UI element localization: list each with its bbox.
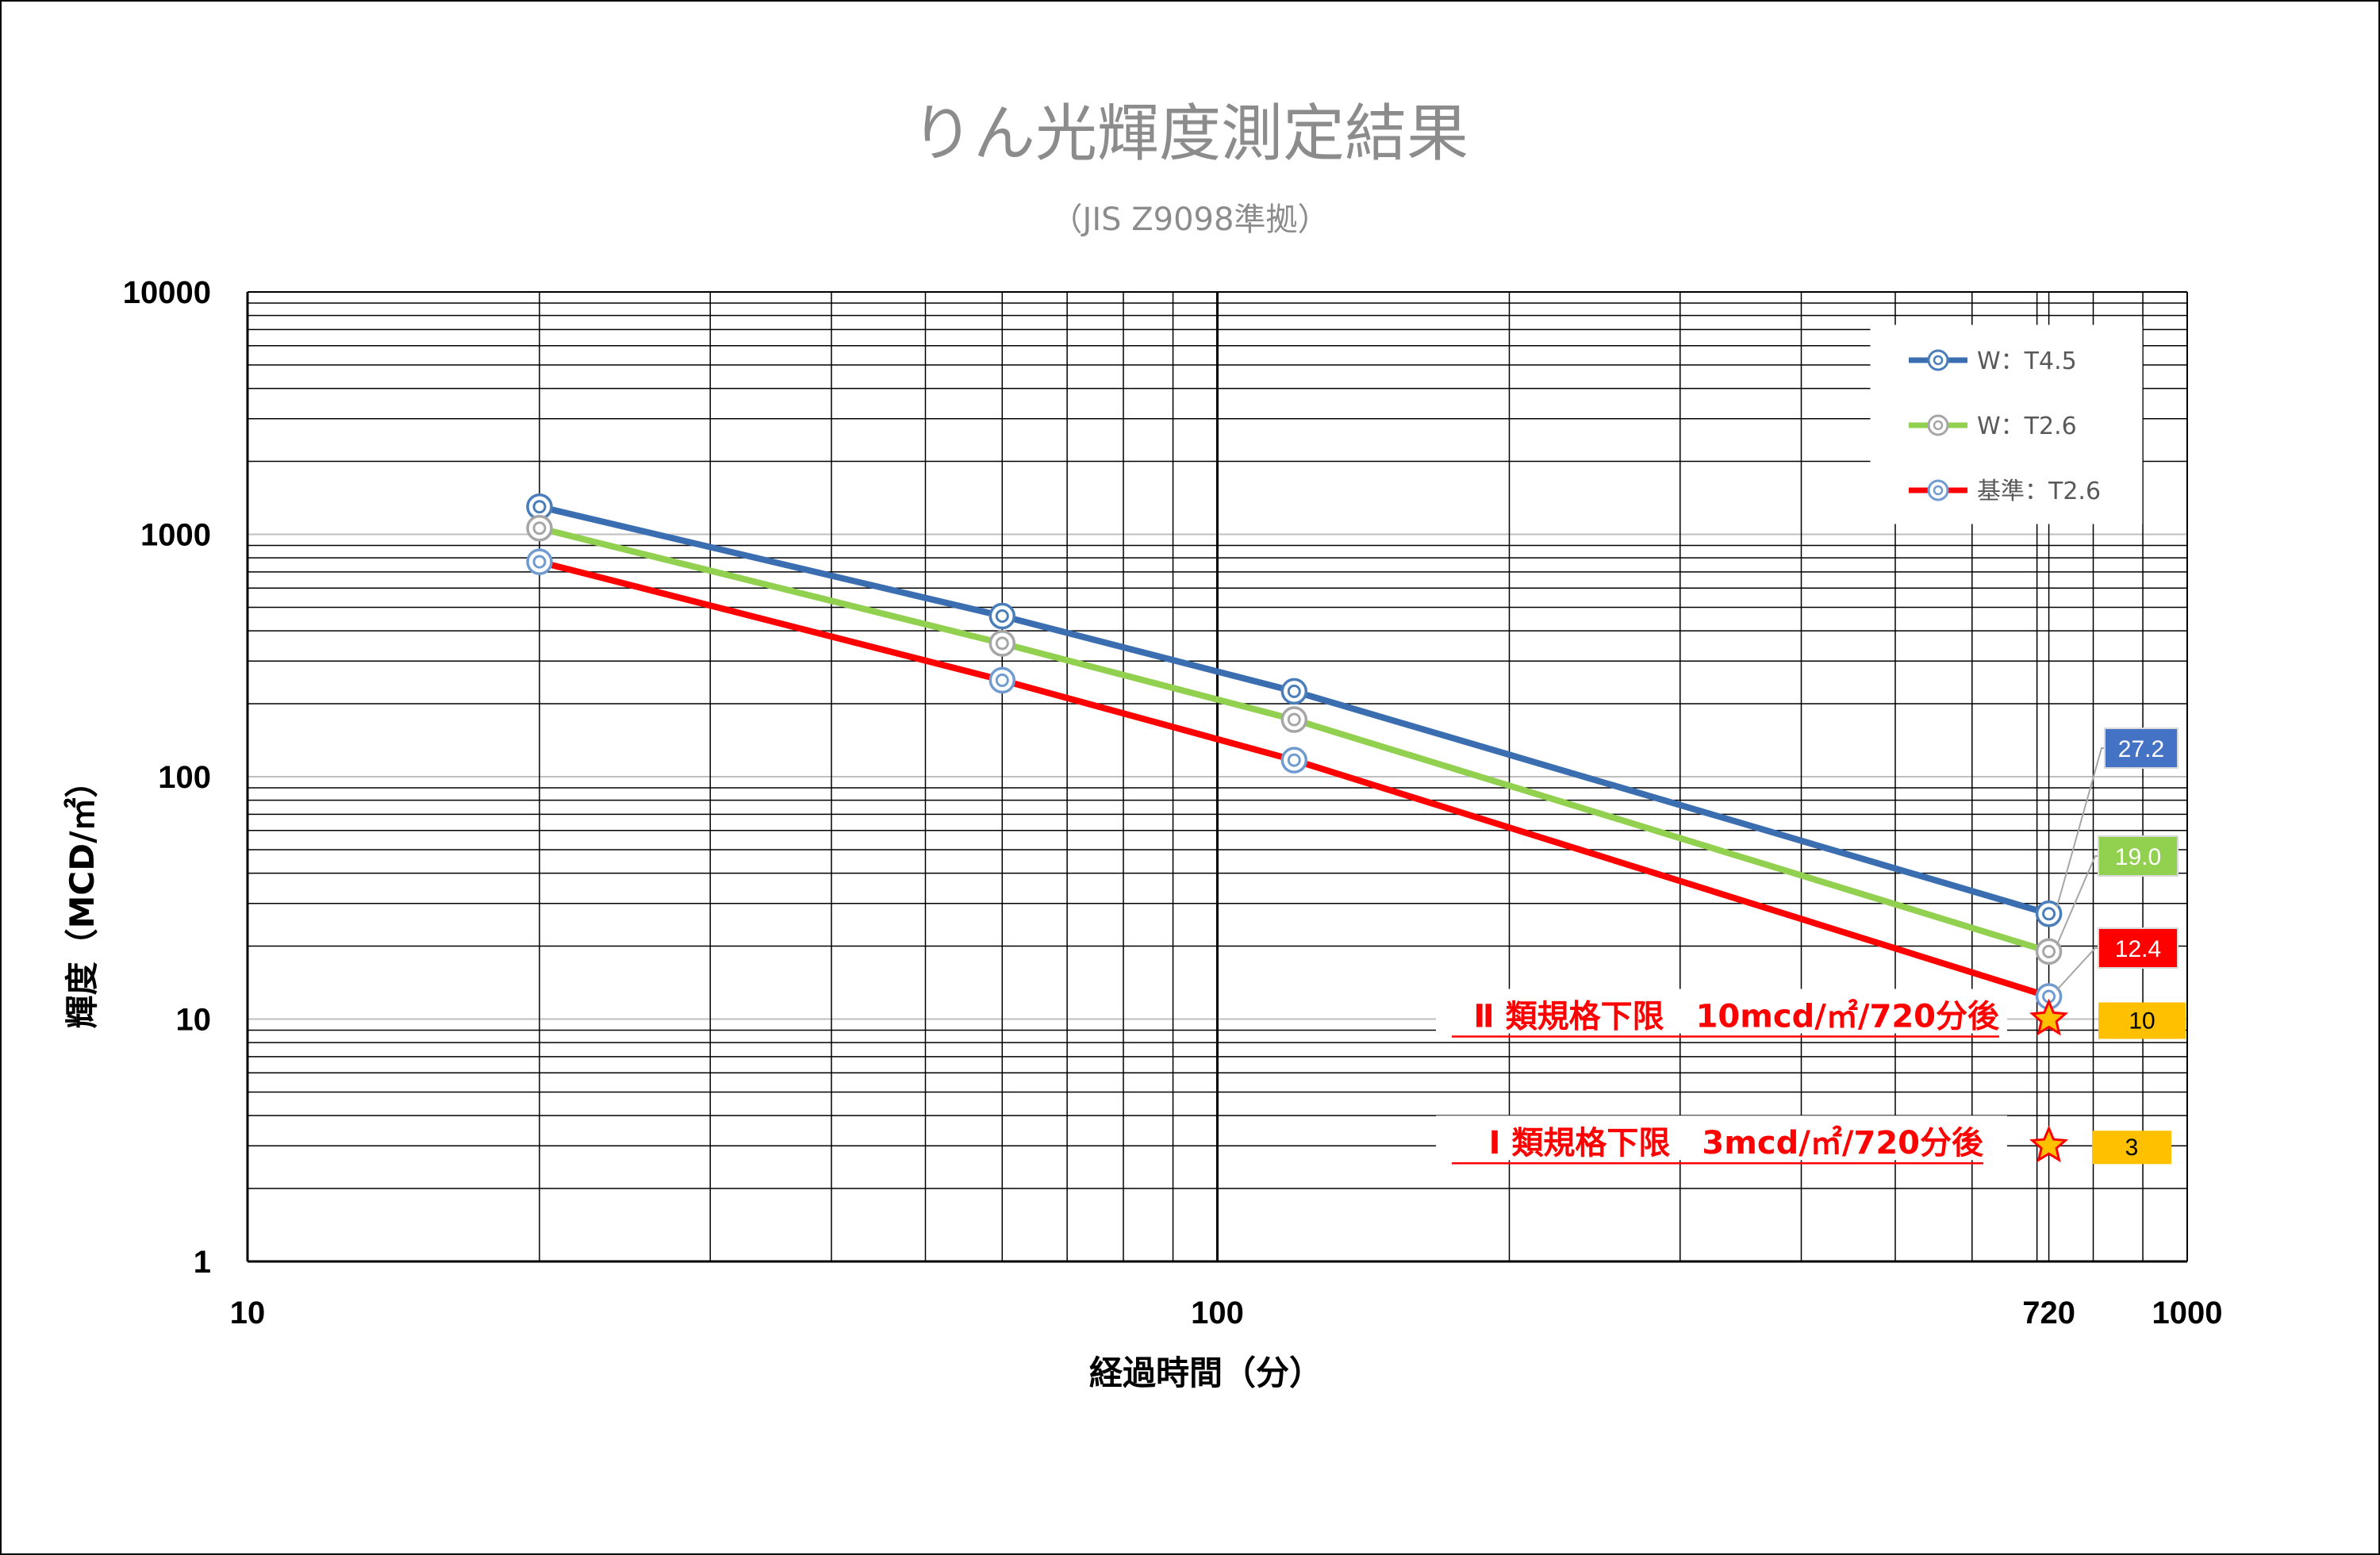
series-line-1 xyxy=(536,524,2052,955)
standard-annotations: Ⅱ 類規格下限 10mcd/㎡/720分後 10 Ⅰ 類規格下限 3mcd/㎡/72… xyxy=(1436,989,2186,1165)
chart-title: りん光輝度測定結果 xyxy=(912,98,1468,170)
point-outer-ring xyxy=(2035,900,2063,927)
axis-ticks: 1 10 100 1000 10000 10 100 720 1000 xyxy=(123,275,2223,1330)
series-point-0 xyxy=(988,602,1016,630)
series-point-0 xyxy=(2035,900,2063,927)
point-inner-ring xyxy=(1287,712,1301,727)
series-point-0 xyxy=(1280,678,1308,705)
point-outer-ring xyxy=(988,666,1016,694)
legend-item: W：T4.5 xyxy=(1909,347,2077,375)
point-outer-ring xyxy=(526,515,553,542)
chart-subtitle: （JIS Z9098準拠） xyxy=(1051,202,1330,238)
point-outer-ring xyxy=(988,630,1016,657)
leader-line xyxy=(2056,855,2098,946)
data-label-value: 12.4 xyxy=(2115,936,2161,962)
point-inner-ring xyxy=(995,673,1009,687)
series-point-1 xyxy=(2035,938,2063,966)
point-outer-ring xyxy=(1280,678,1308,705)
series-layer: 27.2 19.0 12.4 xyxy=(526,493,2178,1010)
legend-swatch-marker xyxy=(1927,349,1949,371)
legend-label: W：T2.6 xyxy=(1977,413,2077,440)
data-label-value: 19.0 xyxy=(2115,844,2161,870)
standard-value-box xyxy=(2098,1002,2186,1039)
series-line-0 xyxy=(536,503,2052,917)
point-inner-ring xyxy=(532,521,547,536)
legend-swatch-inner xyxy=(1933,485,1944,496)
end-data-label: 27.2 xyxy=(2056,728,2178,908)
legend-item: W：T2.6 xyxy=(1909,413,2077,440)
legend-swatch-marker xyxy=(1927,414,1949,436)
point-inner-ring xyxy=(2042,907,2056,921)
standard-value-text: 3 xyxy=(2125,1135,2139,1161)
point-outer-ring xyxy=(526,548,553,575)
point-inner-ring xyxy=(995,636,1009,651)
y-tick-label: 10 xyxy=(176,1003,212,1038)
x-tick-label: 1000 xyxy=(2152,1296,2223,1330)
series-point-2 xyxy=(988,666,1016,694)
point-inner-ring xyxy=(1287,684,1301,698)
leader-line xyxy=(2056,747,2105,908)
leader-line xyxy=(2056,947,2098,991)
legend-item: 基準：T2.6 xyxy=(1909,478,2101,505)
y-tick-label: 10000 xyxy=(123,275,211,310)
point-inner-ring xyxy=(1287,753,1301,767)
point-outer-ring xyxy=(1280,747,1308,774)
series-point-1 xyxy=(526,515,553,542)
y-axis-title: 輝度（MCD/㎡） xyxy=(63,765,102,1029)
standard-value-text: 10 xyxy=(2129,1008,2155,1035)
star-marker xyxy=(2029,1125,2069,1163)
series-point-1 xyxy=(1280,706,1308,733)
point-inner-ring xyxy=(532,555,547,569)
y-tick-label: 1000 xyxy=(140,518,211,553)
x-tick-label: 720 xyxy=(2022,1296,2075,1330)
point-inner-ring xyxy=(532,500,547,514)
x-tick-label: 10 xyxy=(230,1296,266,1330)
point-outer-ring xyxy=(2035,938,2063,966)
standard-annotation: Ⅰ 類規格下限 3mcd/㎡/720分後 3 xyxy=(1436,1115,2171,1165)
data-label-value: 27.2 xyxy=(2118,736,2164,762)
point-outer-ring xyxy=(988,602,1016,630)
x-axis-title: 経過時間（分） xyxy=(1089,1353,1322,1392)
x-tick-label: 100 xyxy=(1191,1296,1244,1330)
annotation-label: Ⅱ 類規格下限 10mcd/㎡/720分後 xyxy=(1473,999,2000,1035)
legend-swatch-marker xyxy=(1927,479,1949,501)
legend-swatch-inner xyxy=(1933,420,1944,431)
series-point-2 xyxy=(526,548,553,575)
data-label-box xyxy=(2098,927,2178,969)
chart-legend: W：T4.5 W：T2.6 基準：T2.6 xyxy=(1870,324,2143,524)
standard-value-box xyxy=(2092,1131,2171,1165)
legend-label: 基準：T2.6 xyxy=(1977,478,2101,505)
y-tick-label: 100 xyxy=(158,760,211,795)
y-tick-label: 1 xyxy=(194,1245,211,1280)
data-label-box xyxy=(2098,835,2178,877)
end-data-label: 12.4 xyxy=(2056,927,2178,991)
point-inner-ring xyxy=(2042,944,2056,958)
end-data-label: 19.0 xyxy=(2056,835,2178,946)
series-point-1 xyxy=(988,630,1016,657)
annotation-bg xyxy=(1436,1115,2007,1161)
point-outer-ring xyxy=(1280,706,1308,733)
annotation-label: Ⅰ 類規格下限 3mcd/㎡/720分後 xyxy=(1489,1125,1984,1161)
series-line-2 xyxy=(536,559,2052,1000)
series-point-2 xyxy=(1280,747,1308,774)
legend-label: W：T4.5 xyxy=(1977,347,2077,375)
annotation-bg xyxy=(1436,989,2007,1034)
star-marker xyxy=(2029,998,2069,1036)
data-label-box xyxy=(2104,728,2178,769)
legend-swatch-inner xyxy=(1933,355,1944,366)
point-inner-ring xyxy=(995,609,1009,624)
standard-annotation: Ⅱ 類規格下限 10mcd/㎡/720分後 10 xyxy=(1436,989,2186,1039)
